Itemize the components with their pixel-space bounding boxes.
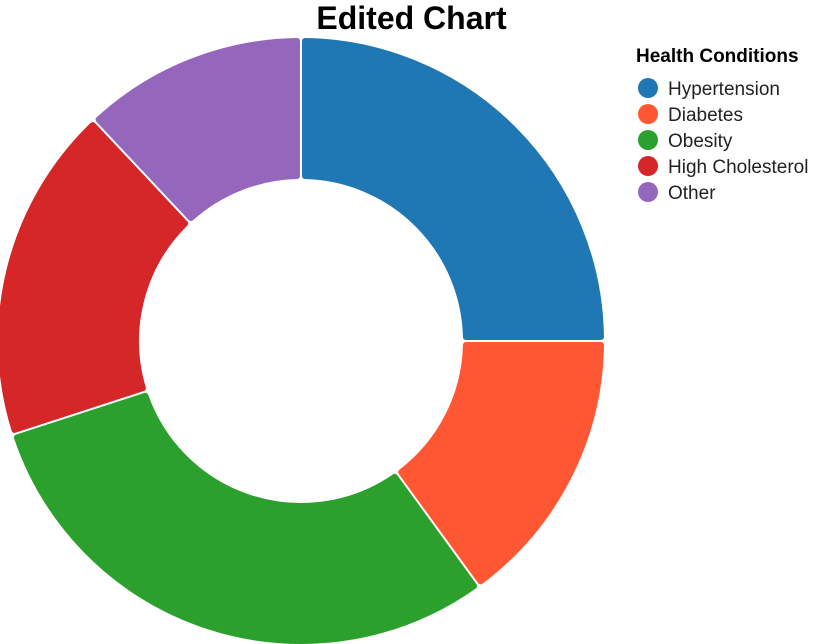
slice-diabetes[interactable]	[398, 342, 604, 585]
legend-marker	[638, 130, 658, 150]
legend-item-obesity[interactable]: Obesity	[638, 130, 733, 152]
legend-label: Other	[668, 183, 716, 204]
legend-title: Health Conditions	[636, 46, 799, 67]
legend-items: Hypertension Diabetes Obesity High Choleste…	[638, 78, 808, 204]
donut-slices	[0, 38, 604, 644]
legend-item-hypertension[interactable]: Hypertension	[638, 78, 780, 100]
slice-hypertension[interactable]	[302, 38, 604, 340]
legend-marker	[638, 78, 658, 98]
legend-item-high-cholesterol[interactable]: High Cholesterol	[638, 156, 808, 178]
slice-other[interactable]	[95, 38, 300, 222]
legend: Health Conditions Hypertension Diabetes Ob…	[636, 46, 808, 204]
legend-item-other[interactable]: Other	[638, 182, 716, 204]
legend-label: Obesity	[668, 131, 733, 152]
legend-label: Diabetes	[668, 105, 743, 126]
legend-label: Hypertension	[668, 79, 780, 100]
legend-item-diabetes[interactable]: Diabetes	[638, 104, 743, 126]
legend-marker	[638, 182, 658, 202]
legend-label: High Cholesterol	[668, 157, 808, 178]
legend-marker	[638, 156, 658, 176]
legend-marker	[638, 104, 658, 124]
slice-high-cholesterol[interactable]	[0, 122, 189, 433]
slice-obesity[interactable]	[13, 392, 478, 644]
